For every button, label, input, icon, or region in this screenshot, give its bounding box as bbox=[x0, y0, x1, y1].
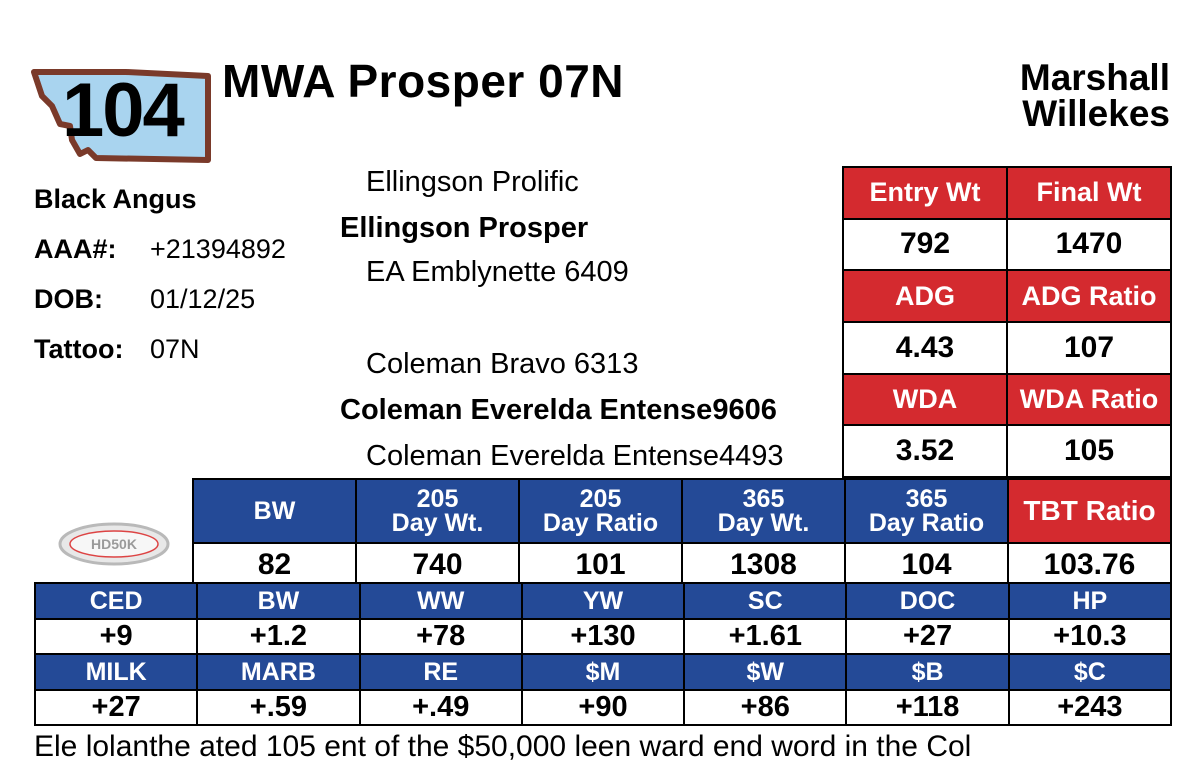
entry-wt-header: Entry Wt bbox=[844, 168, 1006, 218]
epd-value-dollar-w: +86 bbox=[685, 691, 846, 724]
epd-value-re: +.49 bbox=[360, 691, 521, 724]
perf-header-205-wt: 205 Day Wt. bbox=[357, 480, 518, 542]
epd-label-yw: YW bbox=[522, 584, 684, 618]
lot-number: 104 bbox=[62, 68, 185, 153]
sire-sire: Ellingson Prolific bbox=[366, 166, 579, 198]
wda-header: WDA bbox=[844, 374, 1006, 425]
epd-label-milk: MILK bbox=[36, 655, 197, 689]
perf-header-bw: BW bbox=[194, 480, 355, 542]
aaa-label: AAA#: bbox=[34, 234, 117, 264]
perf-header-365-ratio-line1: 365 bbox=[905, 485, 948, 513]
epd-label-marb: MARB bbox=[198, 655, 359, 689]
consignor-last-name: Willekes bbox=[1022, 93, 1170, 134]
adg-header: ADG bbox=[844, 271, 1006, 321]
consignor-first-name: Marshall bbox=[1019, 57, 1170, 98]
tattoo-value: 07N bbox=[150, 334, 200, 364]
epd-value-ced: +9 bbox=[36, 620, 197, 653]
sire-dam: EA Emblynette 6409 bbox=[366, 256, 629, 288]
wda-ratio-value: 105 bbox=[1008, 426, 1170, 476]
tattoo-label: Tattoo: bbox=[34, 334, 124, 364]
epd-label-dollar-w: $W bbox=[685, 655, 846, 689]
perf-header-205-wt-line1: 205 bbox=[416, 485, 459, 513]
perf-header-bw-label: BW bbox=[253, 497, 296, 525]
dam: Coleman Everelda Entense9606 bbox=[340, 394, 777, 426]
perf-header-365-wt-line1: 365 bbox=[742, 485, 785, 513]
perf-header-205-ratio-line1: 205 bbox=[579, 485, 622, 513]
breed: Black Angus bbox=[34, 184, 197, 214]
epd-label-doc: DOC bbox=[847, 584, 1008, 618]
consignor-name: Marshall Willekes bbox=[1019, 57, 1170, 134]
perf-header-205-ratio-line2: Day Ratio bbox=[542, 509, 659, 537]
perf-header-tbt-ratio: TBT Ratio bbox=[1009, 480, 1170, 542]
epd-label-dollar-m: $M bbox=[522, 655, 684, 689]
entry-wt-value: 792 bbox=[844, 219, 1006, 270]
adg-ratio-header: ADG Ratio bbox=[1008, 271, 1170, 321]
adg-value: 4.43 bbox=[844, 323, 1006, 373]
hd50k-logo-icon: HD50K bbox=[58, 522, 170, 566]
bull-name: MWA Prosper 07N bbox=[222, 55, 625, 107]
epd-value-bw: +1.2 bbox=[198, 620, 359, 653]
dob-label: DOB: bbox=[34, 284, 103, 314]
footer-note: Ele lolanthe ated 105 ent of the $50,000… bbox=[34, 730, 972, 763]
montana-state-icon bbox=[31, 69, 211, 163]
wda-value: 3.52 bbox=[844, 426, 1006, 476]
hd50k-logo-text: HD50K bbox=[91, 536, 137, 552]
epd-value-sc: +1.61 bbox=[685, 620, 846, 653]
perf-value-205-wt: 740 bbox=[357, 544, 518, 586]
perf-value-bw: 82 bbox=[194, 544, 355, 586]
epd-label-dollar-c: $C bbox=[1009, 655, 1170, 689]
epd-value-ww: +78 bbox=[360, 620, 521, 653]
sire: Ellingson Prosper bbox=[340, 212, 589, 244]
dam-sire: Coleman Bravo 6313 bbox=[366, 348, 639, 380]
wda-ratio-header: WDA Ratio bbox=[1008, 374, 1170, 425]
perf-header-205-ratio: 205 Day Ratio bbox=[520, 480, 681, 542]
perf-value-tbt-ratio: 103.76 bbox=[1009, 544, 1170, 586]
dob-value: 01/12/25 bbox=[150, 284, 256, 314]
perf-header-365-wt: 365 Day Wt. bbox=[683, 480, 844, 542]
performance-table: BW 205 Day Wt. 205 Day Ratio 365 Day Wt. 36… bbox=[192, 478, 1172, 586]
epd-value-dollar-b: +118 bbox=[847, 691, 1008, 724]
epd-value-hp: +10.3 bbox=[1009, 620, 1170, 653]
epd-value-marb: +.59 bbox=[198, 691, 359, 724]
perf-value-365-wt: 1308 bbox=[683, 544, 844, 586]
aaa-number: +21394892 bbox=[150, 234, 286, 264]
perf-header-205-wt-line2: Day Wt. bbox=[391, 509, 484, 537]
epd-label-re: RE bbox=[360, 655, 521, 689]
epd-label-ww: WW bbox=[360, 584, 521, 618]
epd-table: CED BW WW YW SC DOC HP +9 +1.2 +78 +130 … bbox=[34, 582, 1172, 726]
adg-ratio-value: 107 bbox=[1008, 323, 1170, 373]
epd-value-yw: +130 bbox=[522, 620, 684, 653]
perf-value-365-ratio: 104 bbox=[846, 544, 1007, 586]
test-stats-table: Entry Wt Final Wt 792 1470 ADG ADG Ratio… bbox=[842, 166, 1172, 478]
epd-value-doc: +27 bbox=[847, 620, 1008, 653]
epd-label-sc: SC bbox=[685, 584, 846, 618]
dam-dam: Coleman Everelda Entense4493 bbox=[366, 440, 784, 472]
perf-header-365-ratio-line2: Day Ratio bbox=[868, 509, 985, 537]
epd-label-bw: BW bbox=[198, 584, 359, 618]
epd-label-hp: HP bbox=[1009, 584, 1170, 618]
epd-value-dollar-m: +90 bbox=[522, 691, 684, 724]
epd-value-milk: +27 bbox=[36, 691, 197, 724]
epd-value-dollar-c: +243 bbox=[1009, 691, 1170, 724]
final-wt-header: Final Wt bbox=[1008, 168, 1170, 218]
perf-header-365-wt-line2: Day Wt. bbox=[717, 509, 810, 537]
final-wt-value: 1470 bbox=[1008, 219, 1170, 270]
epd-label-dollar-b: $B bbox=[847, 655, 1008, 689]
perf-header-365-ratio: 365 Day Ratio bbox=[846, 480, 1007, 542]
epd-label-ced: CED bbox=[36, 584, 197, 618]
perf-value-205-ratio: 101 bbox=[520, 544, 681, 586]
